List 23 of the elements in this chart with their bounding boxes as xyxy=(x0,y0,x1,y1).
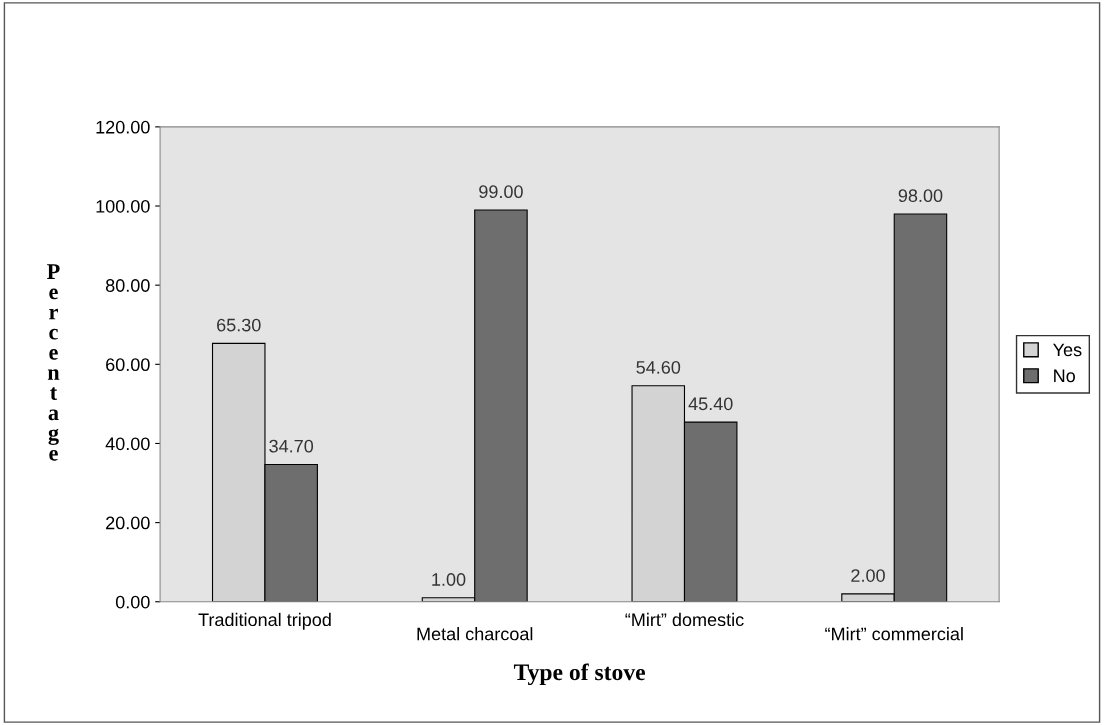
data-label: 2.00 xyxy=(851,569,885,582)
y-tick-label: 20.00 xyxy=(106,516,150,530)
y-tick-label: 120.00 xyxy=(96,120,150,134)
y-tick-label: 60.00 xyxy=(106,358,150,372)
legend-label: Yes xyxy=(1053,343,1082,357)
y-tick-label: 80.00 xyxy=(105,279,150,292)
y-tick-label: 40.00 xyxy=(105,437,150,451)
text: Percentage xyxy=(47,264,60,461)
x-tick-label: Traditional tripod xyxy=(198,612,331,630)
x-tick-label: “Mirt” domestic xyxy=(625,612,744,627)
data-label: 98.00 xyxy=(898,189,943,203)
data-label: 99.00 xyxy=(479,185,523,199)
y-tick-label: 100.00 xyxy=(96,199,150,213)
data-label: 45.40 xyxy=(688,397,733,411)
legend-label: No xyxy=(1054,369,1075,383)
data-label: 54.60 xyxy=(636,360,681,374)
data-label: 34.70 xyxy=(269,439,314,453)
x-tick-label: “Mirt” commercial xyxy=(825,627,963,641)
x-tick-label: Metal charcoal xyxy=(417,627,533,641)
data-label: 1.00 xyxy=(432,573,466,586)
x-axis-title: Type of stove xyxy=(513,663,646,686)
y-tick-label: 0.00 xyxy=(115,595,150,609)
data-label: 65.30 xyxy=(217,318,261,332)
